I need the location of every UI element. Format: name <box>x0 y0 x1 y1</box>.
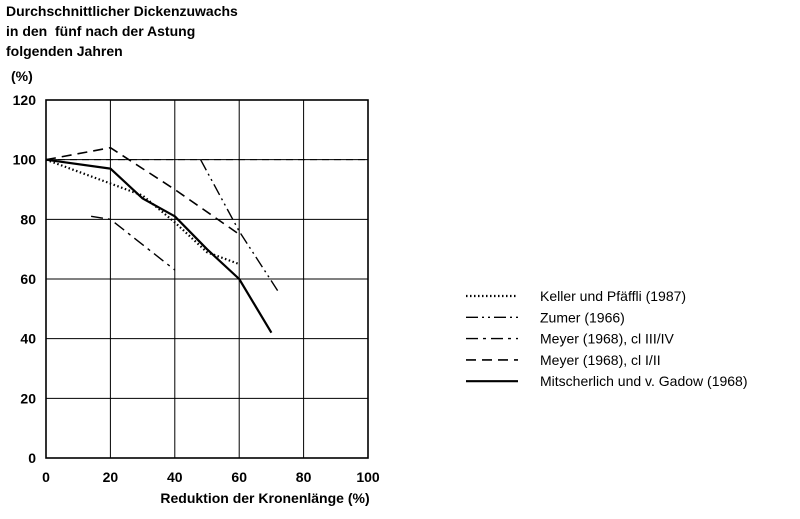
y-axis-label-line-1: in den fünf nach der Astung <box>6 23 195 39</box>
y-tick-label-5: 100 <box>13 152 37 168</box>
legend-label-3: Meyer (1968), cl I/II <box>540 352 661 368</box>
plot-frame <box>45 99 369 459</box>
x-tick-label-4: 80 <box>296 469 312 485</box>
legend-label-2: Meyer (1968), cl III/IV <box>540 331 674 347</box>
x-tick-label-5: 100 <box>356 469 380 485</box>
y-tick-label-6: 120 <box>13 92 37 108</box>
series-line-1 <box>199 159 279 292</box>
y-tick-label-1: 20 <box>20 390 36 406</box>
x-axis-label: Reduktion der Kronenlänge (%) <box>160 490 369 506</box>
series-line-2 <box>90 215 176 271</box>
y-tick-label-4: 80 <box>20 211 36 227</box>
y-axis-label-line-0: Durchschnittlicher Dickenzuwachs <box>6 3 238 19</box>
legend-label-1: Zumer (1966) <box>540 309 625 325</box>
y-tick-label-0: 0 <box>28 450 36 466</box>
x-tick-label-0: 0 <box>42 469 50 485</box>
grid <box>45 99 369 459</box>
y-axis-label: Durchschnittlicher Dickenzuwachs in den f… <box>6 3 238 84</box>
series-group <box>45 146 279 334</box>
y-tick-label-3: 60 <box>20 271 36 287</box>
y-axis-label-line-2: folgenden Jahren <box>6 43 123 59</box>
plot-border <box>45 99 369 459</box>
x-tick-labels: 0 20 40 60 80 100 <box>42 469 380 485</box>
series-line-3 <box>45 146 240 235</box>
series-line-4 <box>45 158 273 334</box>
series-line-0 <box>45 158 240 266</box>
y-axis-label-line-3: (%) <box>11 68 33 84</box>
x-tick-label-2: 40 <box>167 469 183 485</box>
x-tick-label-3: 60 <box>231 469 247 485</box>
legend-label-4: Mitscherlich und v. Gadow (1968) <box>540 373 748 389</box>
legend-label-0: Keller und Pfäffli (1987) <box>540 288 686 304</box>
y-tick-label-2: 40 <box>20 331 36 347</box>
y-tick-labels: 0 20 40 60 80 100 120 <box>13 92 37 466</box>
x-tick-label-1: 20 <box>103 469 119 485</box>
legend: Keller und Pfäffli (1987) Zumer (1966) Mey… <box>466 288 748 389</box>
